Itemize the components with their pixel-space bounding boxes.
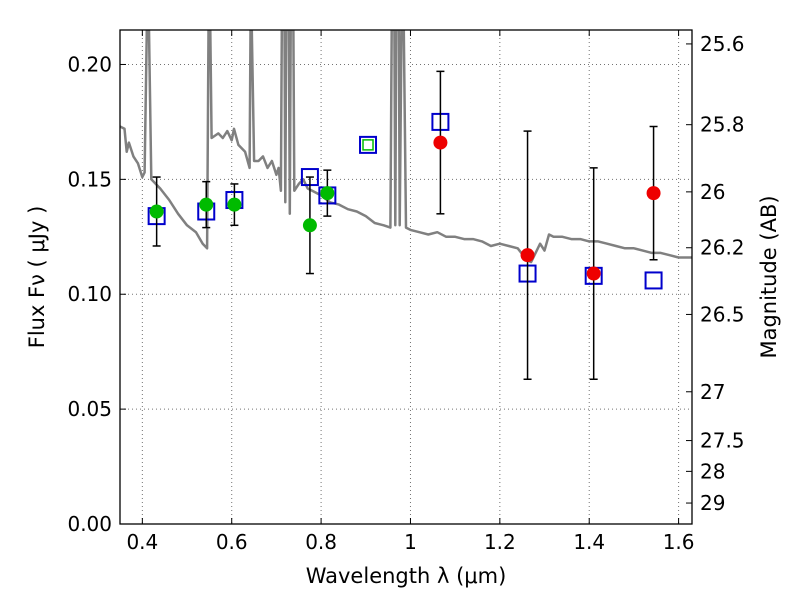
x-tick-label: 1.2 <box>484 530 516 554</box>
axes: 0.4 0.6 0.8 1 1.2 1.4 1.6 0.00 0.05 0.10 0.15 0.20 2… <box>67 30 745 554</box>
x-tick-label: 1.4 <box>573 530 605 554</box>
x-tick-label: 0.4 <box>126 530 158 554</box>
y-axis-title: Flux Fν ( μJy ) <box>25 206 49 349</box>
y-tick-label: 0.00 <box>67 512 112 536</box>
model-flux-square <box>644 271 663 290</box>
right-tick-label: 28 <box>700 459 725 483</box>
plot-frame <box>119 29 693 525</box>
photometry-point <box>320 186 335 201</box>
right-tick-label: 26 <box>700 180 725 204</box>
right-tick-label: 26.2 <box>700 236 745 260</box>
photometry-point <box>302 218 317 233</box>
y-tick-label: 0.15 <box>67 167 112 191</box>
right-tick-label: 25.8 <box>700 113 745 137</box>
photometry-point <box>586 266 601 281</box>
photometry-point <box>433 135 448 150</box>
y-tick-label: 0.05 <box>67 397 112 421</box>
model-flux-square <box>359 135 378 154</box>
right-tick-label: 27 <box>700 380 725 404</box>
right-tick-label: 26.5 <box>700 302 745 326</box>
y-tick-label: 0.10 <box>67 282 112 306</box>
photometry-point <box>227 197 242 212</box>
photometry-point <box>199 197 214 212</box>
markers <box>147 70 663 380</box>
x-axis-title: Wavelength λ (μm) <box>306 564 507 588</box>
x-tick-label: 0.8 <box>305 530 337 554</box>
photometry-point <box>149 204 164 219</box>
x-tick-label: 1 <box>404 530 417 554</box>
x-tick-label: 1.6 <box>663 530 695 554</box>
right-tick-label: 27.5 <box>700 429 745 453</box>
x-tick-label: 0.6 <box>216 530 248 554</box>
right-tick-label: 29 <box>700 491 725 515</box>
photometry-point <box>520 248 535 263</box>
y-tick-label: 0.20 <box>67 52 112 76</box>
right-axis-title: Magnitude (AB) <box>757 195 781 358</box>
plot-background <box>120 30 692 524</box>
photometry-point <box>362 139 374 151</box>
photometry-point <box>646 186 661 201</box>
right-tick-label: 25.6 <box>700 32 745 56</box>
